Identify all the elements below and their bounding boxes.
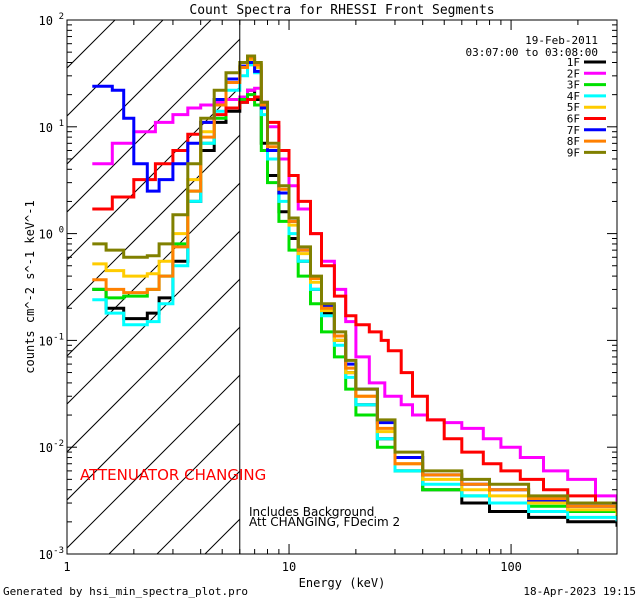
y-tick-exponent-1: -2 xyxy=(53,439,64,449)
attenuator-annotation: ATTENUATOR CHANGING xyxy=(80,466,267,484)
hatch-line-10 xyxy=(67,326,240,501)
x-tick-label-0: 1 xyxy=(63,560,70,574)
attenuator-hatch-region xyxy=(67,20,240,554)
legend-label-3f: 3F xyxy=(567,79,580,92)
legend-label-2f: 2F xyxy=(567,67,580,80)
time-range-label: 03:07:00 to 03:08:00 xyxy=(466,46,598,59)
y-axis-label-text: counts cm^-2 s^-1 keV^-1 xyxy=(23,200,37,374)
plot-frame xyxy=(66,19,618,555)
y-tick-label-5: 10 xyxy=(39,14,53,28)
y-axis-label: counts cm^-2 s^-1 keV^-1 xyxy=(23,197,37,377)
y-tick-label-1: 10 xyxy=(39,441,53,455)
legend-label-1f: 1F xyxy=(567,56,580,69)
hatch-line-4 xyxy=(67,38,240,213)
y-tick-exponent-0: -3 xyxy=(53,546,64,556)
x-tick-label-1: 10 xyxy=(282,560,296,574)
hatch-line-11 xyxy=(67,374,240,549)
date-label: 19-Feb-2011 xyxy=(525,34,598,47)
hatch-line-12 xyxy=(108,422,240,554)
chart-title: Count Spectra for RHESSI Front Segments xyxy=(189,3,494,18)
y-tick-exponent-2: -1 xyxy=(53,332,64,342)
footer-date: 18-Apr-2023 19:15 xyxy=(523,585,636,598)
generated-by-footer: Generated by hsi_min_spectra_plot.pro xyxy=(3,585,249,598)
hatch-line-6 xyxy=(67,134,240,309)
hatch-line-9 xyxy=(67,278,240,453)
legend-label-9f: 9F xyxy=(567,146,580,159)
background-annotation: Includes Background xyxy=(249,505,375,519)
x-axis-label: Energy (keV) xyxy=(299,576,386,590)
series-9f-line xyxy=(92,54,617,510)
att-info-annotation: Att CHANGING, FDecim 2 xyxy=(249,515,401,529)
legend-label-8f: 8F xyxy=(567,135,580,148)
legend-label-7f: 7F xyxy=(567,124,580,137)
hatch-line-8 xyxy=(67,230,240,405)
y-tick-label-2: 10 xyxy=(39,334,53,348)
y-tick-exponent-5: 2 xyxy=(59,12,64,22)
hatch-line-2 xyxy=(67,20,164,117)
legend-label-6f: 6F xyxy=(567,113,580,126)
y-tick-exponent-3: 0 xyxy=(59,226,64,236)
legend-label-4f: 4F xyxy=(567,90,580,103)
hatch-line-3 xyxy=(67,20,212,165)
y-tick-exponent-4: 1 xyxy=(59,119,64,129)
hatch-line-7 xyxy=(67,182,240,357)
y-tick-label-3: 10 xyxy=(39,228,53,242)
series-8f-line xyxy=(92,56,617,512)
y-tick-label-4: 10 xyxy=(39,121,53,135)
y-tick-label-0: 10 xyxy=(39,548,53,562)
hatch-line-5 xyxy=(67,86,240,261)
legend-label-5f: 5F xyxy=(567,101,580,114)
x-tick-label-2: 100 xyxy=(500,560,522,574)
